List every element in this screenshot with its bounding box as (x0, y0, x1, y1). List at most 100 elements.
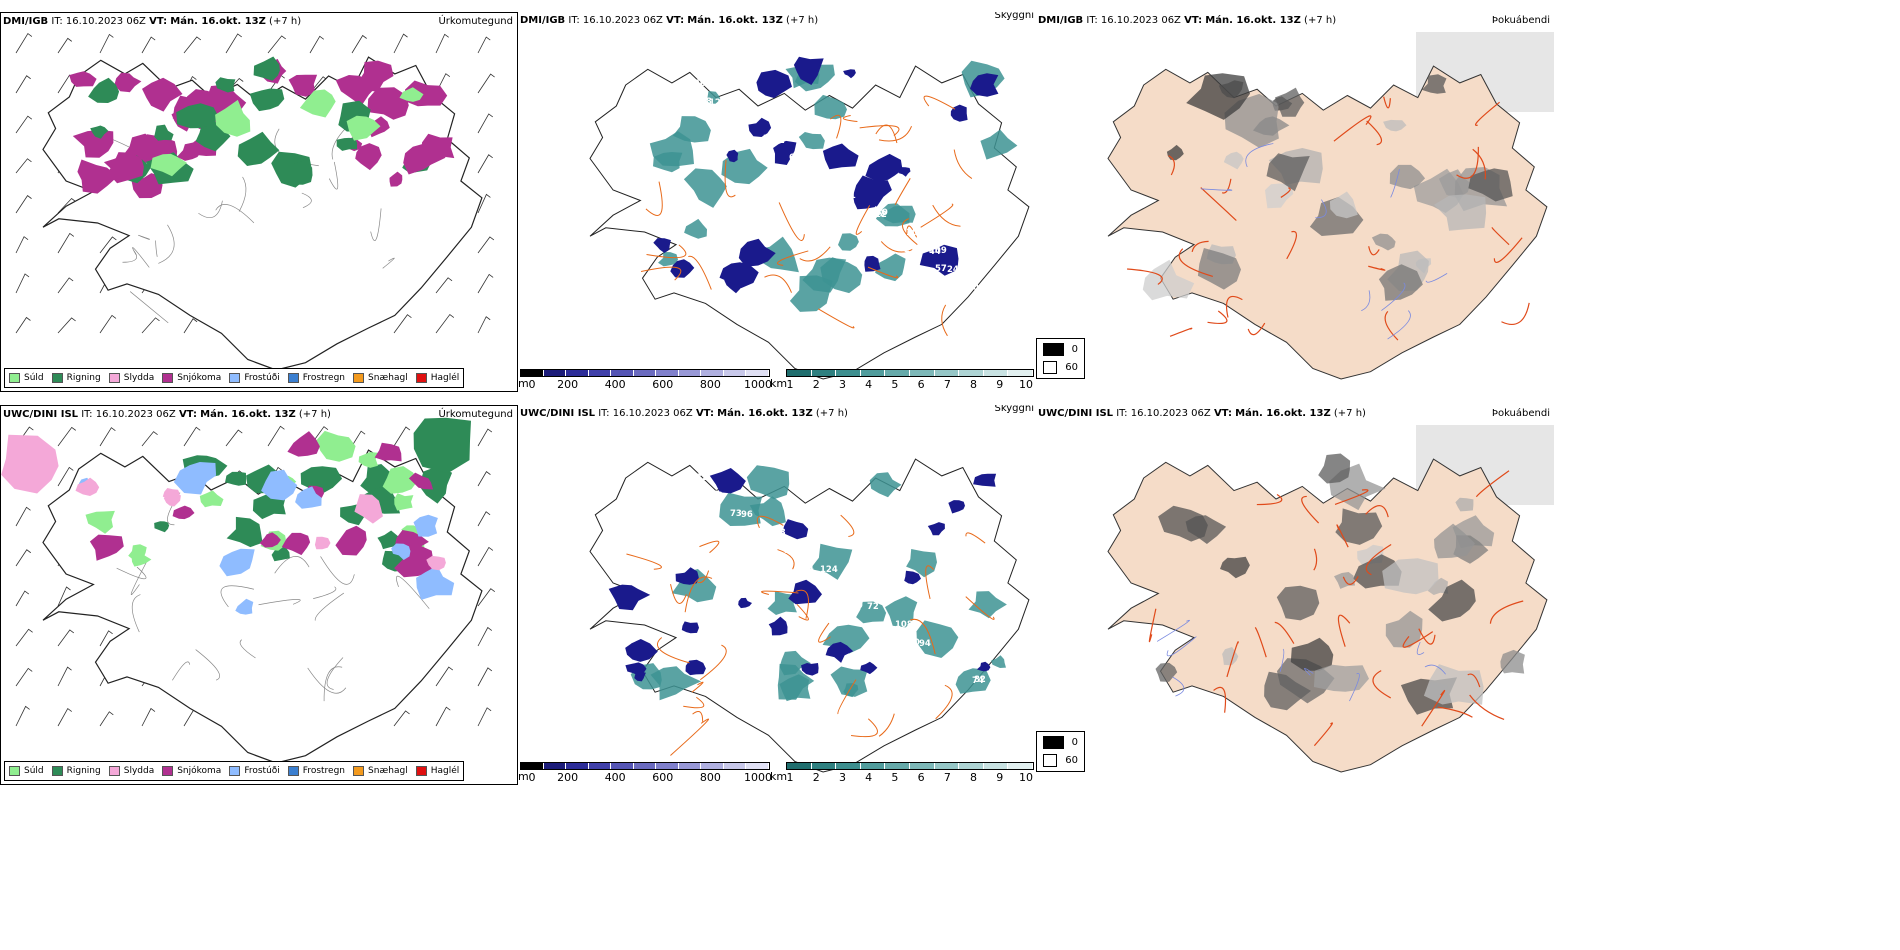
fog-cell (1382, 558, 1439, 595)
cloud-base-cell (793, 56, 824, 85)
wind-barb (15, 158, 32, 174)
cloud-base-scale: 0 200 400 600 800 1000 (520, 762, 772, 784)
cloud-base-label: 444 (939, 657, 957, 667)
wind-barb (435, 277, 453, 294)
cloud-base-cell (719, 262, 759, 289)
scale-tick: 800 (699, 771, 721, 784)
road-line (1383, 96, 1391, 109)
wind-barb (309, 35, 325, 54)
cloud-base-label: 61 (789, 153, 801, 163)
road-line (670, 718, 710, 756)
panel-header: DMI/IGB IT: 16.10.2023 06Z VT: Mán. 16.o… (3, 16, 302, 27)
scale-tick: 5 (891, 378, 899, 391)
road-line (777, 250, 809, 266)
precip-cell (346, 115, 381, 141)
road-line (840, 514, 855, 537)
precip-cell (72, 130, 114, 158)
wind-barb (477, 588, 496, 607)
precip-cell (281, 532, 311, 556)
scale-tick: 1 (786, 378, 794, 391)
precip-cell (335, 525, 367, 556)
precip-cell (225, 471, 247, 486)
legend-swatch (108, 766, 120, 776)
terrain-contour (258, 599, 301, 606)
cloud-base-label: 124 (820, 565, 838, 575)
precip-cell (420, 466, 453, 504)
cloud-base-label: 57 (935, 264, 947, 274)
cloud-base-cell (864, 255, 881, 272)
wind-barb (57, 666, 72, 687)
legend-item: Snæhagl (353, 373, 408, 383)
road-line (1280, 187, 1291, 198)
precip-cell (391, 543, 411, 560)
legend-item: Súld (9, 766, 44, 776)
precip-cell (75, 477, 100, 496)
fog-cell (1427, 577, 1449, 595)
scale-tick: 800 (699, 378, 721, 391)
cloud-base-label: 330 (870, 208, 888, 218)
cloud-base-cell (773, 140, 797, 165)
legend-label: Haglél (430, 373, 460, 383)
legend-swatch (229, 373, 241, 383)
cloud-visibility-panel: 51 108 209 93 330 279 66 166 44 61 47 10 57 82 127 131 8… (518, 12, 1036, 392)
legend-swatch (51, 373, 63, 383)
cloud-base-scale: 0 200 400 600 800 1000 (520, 369, 772, 391)
legend-swatch (415, 766, 427, 776)
road-line (906, 225, 918, 238)
road-line (1402, 631, 1434, 648)
legend-label: Frostregn (302, 373, 346, 383)
cloud-base-cell (843, 69, 856, 79)
precip-cell (394, 544, 434, 578)
cloud-base-cell (898, 167, 911, 177)
cloud-base-label: 108 (694, 97, 712, 107)
model-row-0: DMI/IGB IT: 16.10.2023 06Z VT: Mán. 16.o… (0, 12, 1554, 392)
legend-item: Haglél (415, 373, 460, 383)
road-line (894, 178, 911, 205)
cloud-base-label: 66 (960, 282, 972, 292)
river-line (1166, 636, 1197, 657)
legend-label: Slydda (123, 766, 155, 776)
precip-map (15, 32, 495, 371)
scale-tick: 4 (865, 771, 873, 784)
fog-cell (1186, 73, 1250, 120)
fog-cell (1389, 164, 1426, 190)
road-line (842, 115, 858, 122)
wind-barb (477, 667, 493, 687)
precip-cell (150, 153, 187, 177)
precip-cell (374, 442, 402, 462)
fog-low-label: 0 (1071, 344, 1078, 355)
fog-high-swatch (1043, 754, 1058, 767)
wind-barb (15, 667, 33, 687)
cloud-base-label: 83 (817, 172, 829, 182)
wind-barb (477, 36, 491, 54)
cloud-base-label: 83 (711, 491, 723, 501)
visibility-cell (684, 218, 707, 239)
wind-barb (477, 273, 494, 294)
river-line (1361, 290, 1371, 312)
fog-cell (1500, 649, 1525, 674)
road-line (1168, 155, 1175, 176)
road-line (761, 590, 799, 595)
visibility-cell (706, 91, 721, 104)
cloud-base-cell (670, 259, 695, 278)
fog-cell (1335, 508, 1383, 545)
road-line (1421, 690, 1446, 727)
road-line (1213, 686, 1227, 713)
legend-item: Frostregn (287, 373, 346, 383)
legend-item: Haglél (415, 766, 459, 776)
road-line (818, 622, 831, 643)
terrain-contour (220, 585, 255, 608)
fog-cell (1371, 233, 1396, 251)
precip-cell (154, 521, 170, 533)
cloud-base-label: 72 (773, 136, 785, 146)
fog-map (1107, 32, 1554, 380)
visibility-cell (875, 253, 906, 282)
cloud-visibility-map: 103 87 57 64 50 50 82 141 73 53 49 108 444 134 83 143 12… (589, 453, 1030, 773)
legend-item: Snjókoma (162, 373, 221, 383)
terrain-contour (370, 208, 382, 241)
wind-barb (393, 33, 408, 54)
fog-indicator-title: Þokuábendi (1491, 15, 1550, 26)
road-line (1489, 600, 1524, 624)
legend-item: Súld (9, 373, 44, 383)
precip-cell (408, 472, 434, 490)
